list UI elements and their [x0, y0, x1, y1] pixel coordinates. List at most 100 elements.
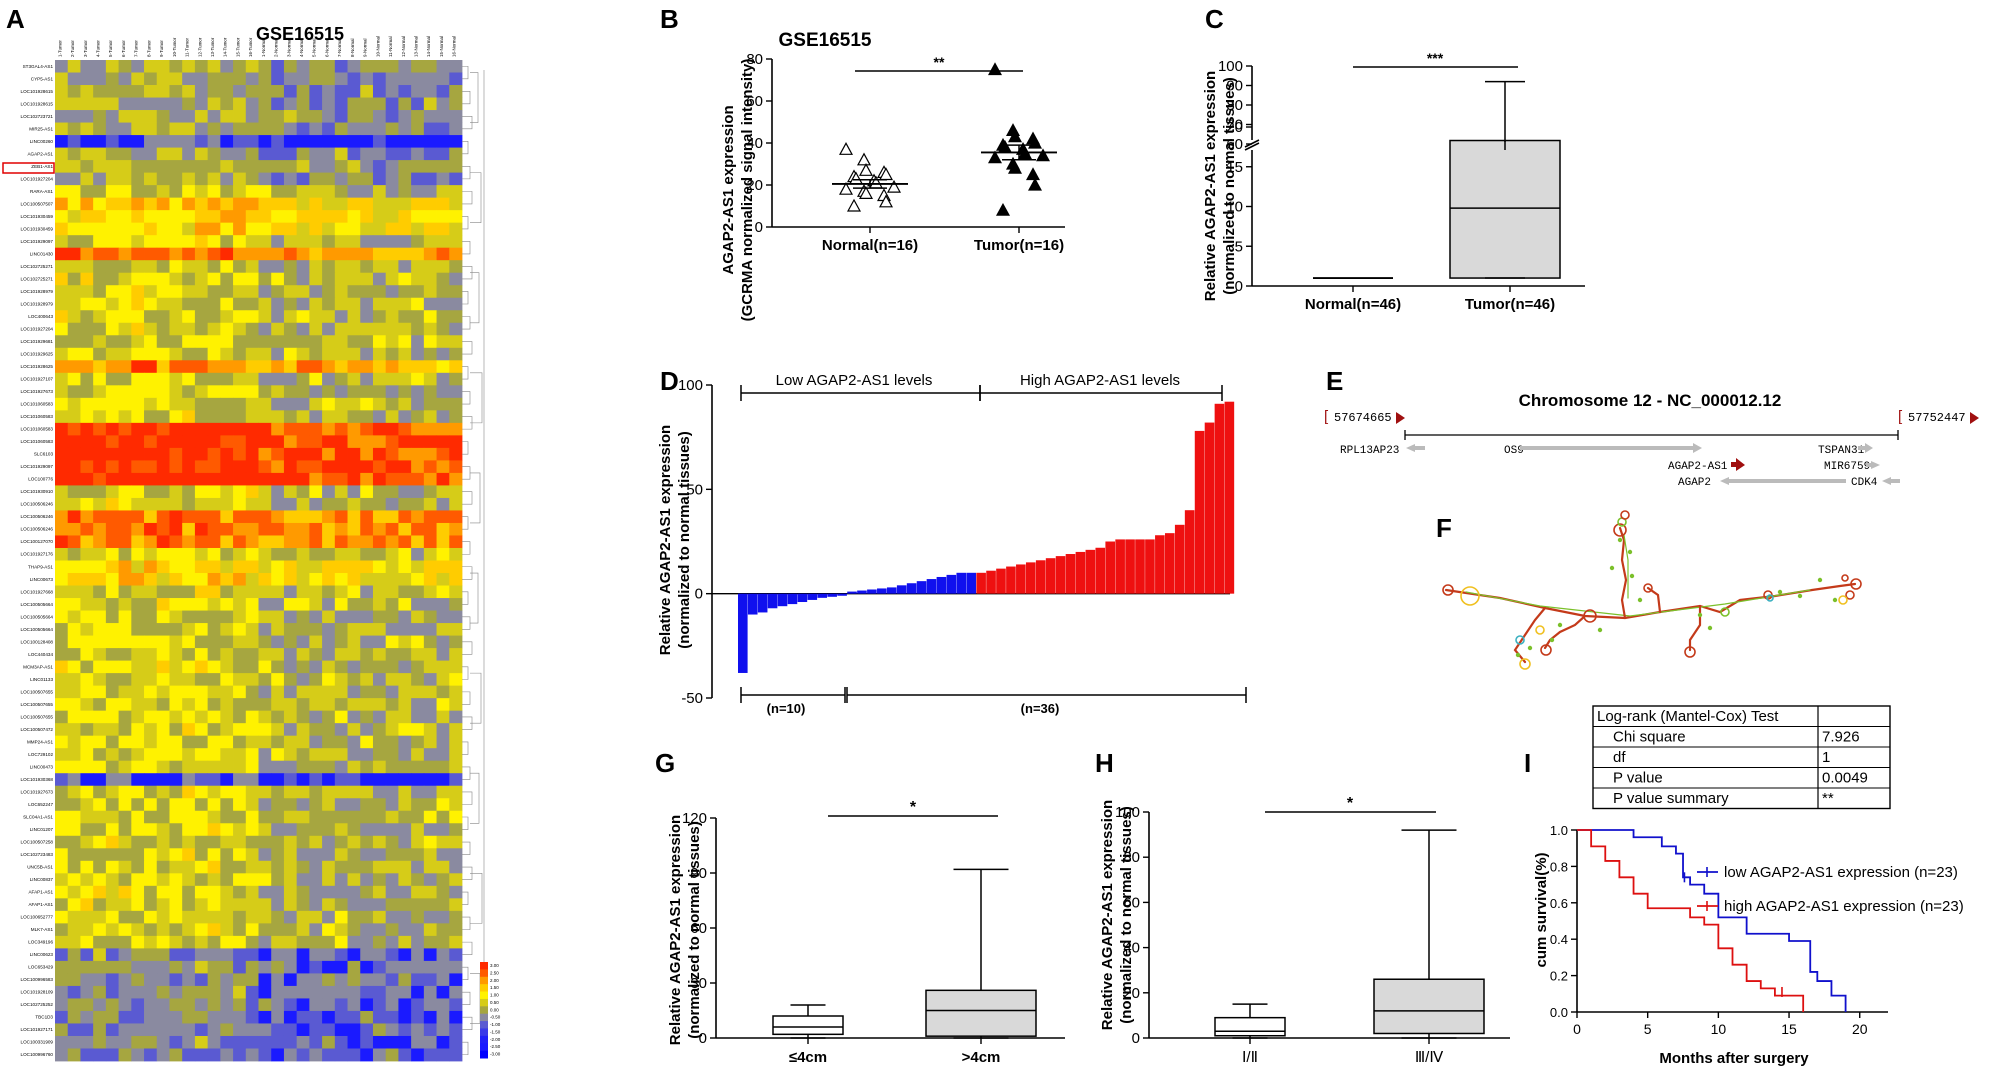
heatmap-cell	[80, 447, 94, 461]
tumor-data-point	[987, 150, 1003, 164]
gene-arrow-mir6759	[1866, 461, 1880, 469]
heatmap-cell	[169, 110, 183, 123]
dendrogram-branch	[462, 641, 473, 655]
heatmap-cell	[169, 735, 183, 749]
heatmap-gene-label: LOC400643	[28, 314, 53, 319]
heatmap-cell	[131, 97, 145, 111]
heatmap-cell	[436, 172, 450, 186]
heatmap-cell	[55, 335, 69, 349]
heatmap-cell	[436, 422, 450, 436]
heatmap-cell	[449, 472, 463, 486]
heatmap-cell	[372, 222, 387, 236]
heatmap-cell	[436, 322, 450, 336]
heatmap-cell	[334, 723, 348, 737]
heatmap-cell	[80, 222, 94, 236]
heatmap-cell	[207, 723, 221, 737]
heatmap-cell	[182, 485, 196, 499]
low-expression-bar	[738, 593, 748, 673]
low-expression-bar	[797, 593, 808, 603]
heatmap-gene-label: TBC1D3	[35, 1015, 53, 1020]
heatmap-cell	[220, 760, 234, 774]
heatmap-cell	[334, 122, 348, 136]
heatmap-cell	[372, 910, 387, 924]
heatmap-cell	[436, 335, 450, 349]
x-tick-label: ≤4cm	[789, 1049, 827, 1066]
heatmap-cell	[233, 948, 247, 962]
heatmap-gene-label: LOC102723483	[21, 852, 54, 857]
heatmap-cell	[156, 247, 170, 261]
heatmap-cell	[372, 310, 387, 324]
heatmap-cell	[411, 422, 425, 436]
heatmap-cell	[347, 848, 361, 862]
heatmap-cell	[156, 472, 170, 486]
panel-d: Relative AGAP2-AS1 expression (normalize…	[657, 372, 1247, 716]
heatmap-cell	[182, 385, 196, 399]
rna-base	[1637, 597, 1643, 603]
heatmap-cell	[309, 885, 323, 899]
heatmap-cell	[156, 172, 170, 186]
heatmap-cell	[55, 798, 69, 812]
heatmap-cell	[385, 823, 399, 837]
heatmap-cell	[283, 1023, 298, 1037]
heatmap-cell	[245, 810, 259, 824]
heatmap-cell	[449, 285, 463, 299]
heatmap-cell	[334, 623, 348, 636]
heatmap-cell	[334, 285, 348, 299]
x-tick-label: 15	[1781, 1021, 1797, 1037]
heatmap-sample-label: 15-Normal	[439, 36, 444, 57]
normal-data-point	[858, 186, 874, 199]
heatmap-cell	[411, 1048, 425, 1062]
heatmap-cell	[194, 410, 209, 424]
heatmap-cell	[309, 760, 323, 774]
heatmap-cell	[131, 948, 145, 962]
heatmap-cell	[398, 147, 412, 161]
heatmap-scale-label: -1.50	[490, 1029, 501, 1034]
heatmap-cell	[360, 397, 374, 411]
heatmap-cell	[80, 948, 94, 962]
heatmap-cell	[449, 985, 463, 999]
heatmap-cell	[156, 760, 170, 774]
heatmap-cell	[67, 422, 81, 436]
heatmap-sample-label: 1-Tumor	[57, 40, 62, 57]
heatmap-cell	[334, 948, 348, 962]
heatmap-gene-label: LINC01430	[30, 251, 54, 256]
dendrogram-branch	[462, 791, 473, 805]
heatmap-cell	[80, 985, 94, 999]
heatmap-cell	[194, 510, 209, 524]
heatmap-cell	[283, 385, 298, 399]
heatmap-cell	[233, 485, 247, 499]
heatmap-cell	[245, 497, 259, 511]
heatmap-cell	[207, 735, 221, 749]
heatmap-cell	[169, 322, 183, 336]
heatmap-cell	[347, 635, 361, 649]
heatmap-cell	[220, 272, 234, 286]
heatmap-cell	[194, 873, 209, 887]
heatmap-cell	[207, 560, 221, 574]
dendrogram-branch	[462, 541, 471, 555]
heatmap-cell	[309, 72, 323, 86]
heatmap-cell	[233, 610, 247, 624]
heatmap-cell	[131, 172, 145, 186]
heatmap-cell	[309, 623, 323, 636]
heatmap-cell	[296, 335, 310, 349]
heatmap-cell	[411, 773, 425, 787]
panel-d-count-high: (n=36)	[1021, 701, 1060, 716]
heatmap-cell	[93, 660, 107, 674]
heatmap-cell	[80, 410, 94, 424]
heatmap-cell	[207, 410, 221, 424]
heatmap-cell	[334, 773, 348, 787]
heatmap-cell	[169, 272, 183, 286]
heatmap-cell	[296, 698, 310, 712]
heatmap-cell	[334, 710, 348, 724]
heatmap-cell	[449, 122, 463, 136]
heatmap-cell	[80, 885, 94, 899]
heatmap-cell	[271, 798, 285, 812]
heatmap-cell	[271, 648, 285, 661]
heatmap-cell	[169, 648, 183, 661]
heatmap-cell	[423, 685, 437, 699]
heatmap-cell	[80, 1035, 94, 1049]
high-expression-bar	[1085, 549, 1096, 594]
heatmap-cell	[322, 310, 336, 324]
heatmap-cell	[372, 860, 387, 874]
heatmap-cell	[156, 898, 170, 912]
